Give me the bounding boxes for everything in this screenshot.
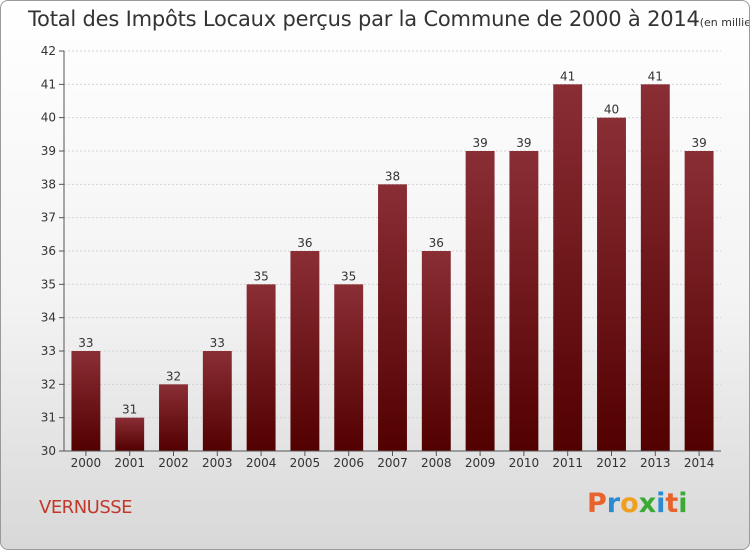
y-tick-label: 40 (41, 111, 56, 125)
y-tick-label: 39 (41, 144, 56, 158)
y-tick-label: 32 (41, 377, 56, 391)
bar (465, 151, 495, 451)
bar-value-label: 31 (122, 403, 137, 417)
logo-letter: t (665, 488, 679, 519)
bar (115, 417, 145, 451)
bar (553, 84, 583, 451)
logo-letter: r (606, 488, 621, 519)
y-tick-label: 38 (41, 177, 56, 191)
bar (378, 184, 407, 452)
y-tick-label: 37 (41, 211, 56, 225)
bar (684, 151, 714, 451)
bar (71, 351, 101, 451)
bar-value-label: 35 (253, 269, 268, 283)
bar-value-label: 40 (604, 103, 619, 117)
y-tick-label: 31 (41, 411, 56, 425)
commune-name: VERNUSSE (39, 497, 133, 518)
bar (509, 151, 539, 451)
bar-value-label: 33 (210, 336, 225, 350)
x-tick-label: 2011 (552, 456, 583, 470)
chart-title-text: Total des Impôts Locaux perçus par la Co… (28, 7, 700, 31)
y-tick-label: 35 (41, 277, 56, 291)
bar-value-label: 38 (385, 169, 400, 183)
logo-letter: i (656, 488, 666, 519)
bar (159, 384, 188, 451)
bar (202, 351, 232, 451)
x-tick-label: 2000 (71, 456, 102, 470)
y-tick-label: 41 (41, 77, 56, 91)
bar (597, 117, 626, 452)
x-tick-label: 2009 (465, 456, 496, 470)
bar-value-label: 33 (78, 336, 93, 350)
bar-value-label: 39 (516, 136, 531, 150)
x-tick-label: 2005 (290, 456, 321, 470)
bar-value-label: 36 (429, 236, 444, 250)
bar-value-label: 41 (648, 69, 663, 83)
bar (421, 251, 451, 451)
y-tick-label: 33 (41, 344, 56, 358)
logo-letter: x (638, 488, 657, 519)
bar-value-label: 41 (560, 69, 575, 83)
x-tick-label: 2010 (509, 456, 540, 470)
x-tick-label: 2008 (421, 456, 452, 470)
x-tick-label: 2006 (333, 456, 364, 470)
x-tick-label: 2004 (246, 456, 277, 470)
x-tick-label: 2013 (640, 456, 671, 470)
y-tick-label: 34 (41, 311, 56, 325)
chart-title: Total des Impôts Locaux perçus par la Co… (28, 7, 750, 31)
logo-letter: o (620, 488, 639, 519)
y-tick-label: 30 (41, 444, 56, 458)
y-tick-label: 36 (41, 244, 56, 258)
bar (290, 251, 320, 451)
bar-value-label: 36 (297, 236, 312, 250)
bars-group (71, 84, 714, 452)
x-tick-label: 2001 (114, 456, 145, 470)
bar (246, 284, 276, 451)
bar-value-label: 35 (341, 269, 356, 283)
logo-letter: P (587, 488, 607, 519)
axes-group (59, 50, 721, 456)
x-tick-label: 2012 (596, 456, 627, 470)
proxiti-logo: Proxiti (587, 488, 688, 519)
logo-letter: i (678, 488, 688, 519)
x-tick-label: 2003 (202, 456, 233, 470)
x-tick-label: 2014 (684, 456, 715, 470)
y-tick-label: 42 (41, 44, 56, 58)
chart-unit-label: (en milliers d'€) (699, 16, 750, 29)
bar-value-label: 32 (166, 369, 181, 383)
x-tick-label: 2007 (377, 456, 408, 470)
bar (334, 284, 364, 451)
labels-group: 30 31 32 33 34 35 36 37 38 39 40 41 42 33 2000 31 2001 32… (41, 44, 715, 470)
x-tick-label: 2002 (158, 456, 189, 470)
bar-value-label: 39 (472, 136, 487, 150)
bar-value-label: 39 (691, 136, 706, 150)
bar (640, 84, 670, 451)
